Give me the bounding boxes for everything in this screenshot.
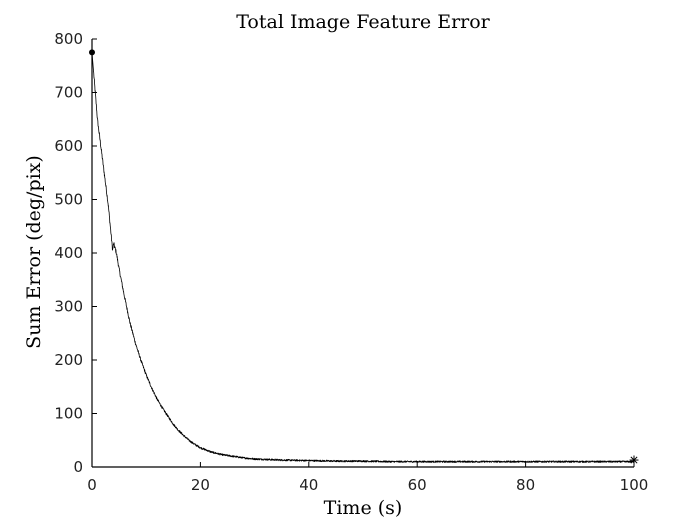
y-tick-label: 800 <box>54 30 83 48</box>
y-tick-label: 600 <box>54 137 83 155</box>
y-axis-label: Sum Error (deg/pix) <box>23 155 45 349</box>
y-tick-label: 700 <box>54 84 83 102</box>
y-tick-label: 0 <box>73 458 83 476</box>
axes-layer <box>91 39 634 468</box>
y-tick-label: 300 <box>54 298 83 316</box>
error-series-line <box>91 52 635 463</box>
end-point-marker <box>629 455 639 465</box>
series-layer <box>91 52 635 463</box>
y-tick-label: 400 <box>54 244 83 262</box>
ticks-layer: 0 20 40 60 80 100 0 100 200 300 400 500 600 700 800 <box>54 30 648 494</box>
marker-layer <box>89 49 639 465</box>
x-tick-label: 100 <box>620 476 649 494</box>
chart-title: Total Image Feature Error <box>236 11 490 33</box>
x-tick-label: 20 <box>191 476 210 494</box>
y-tick-label: 500 <box>54 191 83 209</box>
x-tick-label: 80 <box>516 476 535 494</box>
x-tick-label: 0 <box>87 476 97 494</box>
x-tick-label: 40 <box>299 476 318 494</box>
x-axis-label: Time (s) <box>324 497 403 519</box>
x-tick-label: 60 <box>408 476 427 494</box>
y-tick-label: 200 <box>54 351 83 369</box>
plot-area <box>92 39 634 467</box>
y-tick-label: 100 <box>54 405 83 423</box>
